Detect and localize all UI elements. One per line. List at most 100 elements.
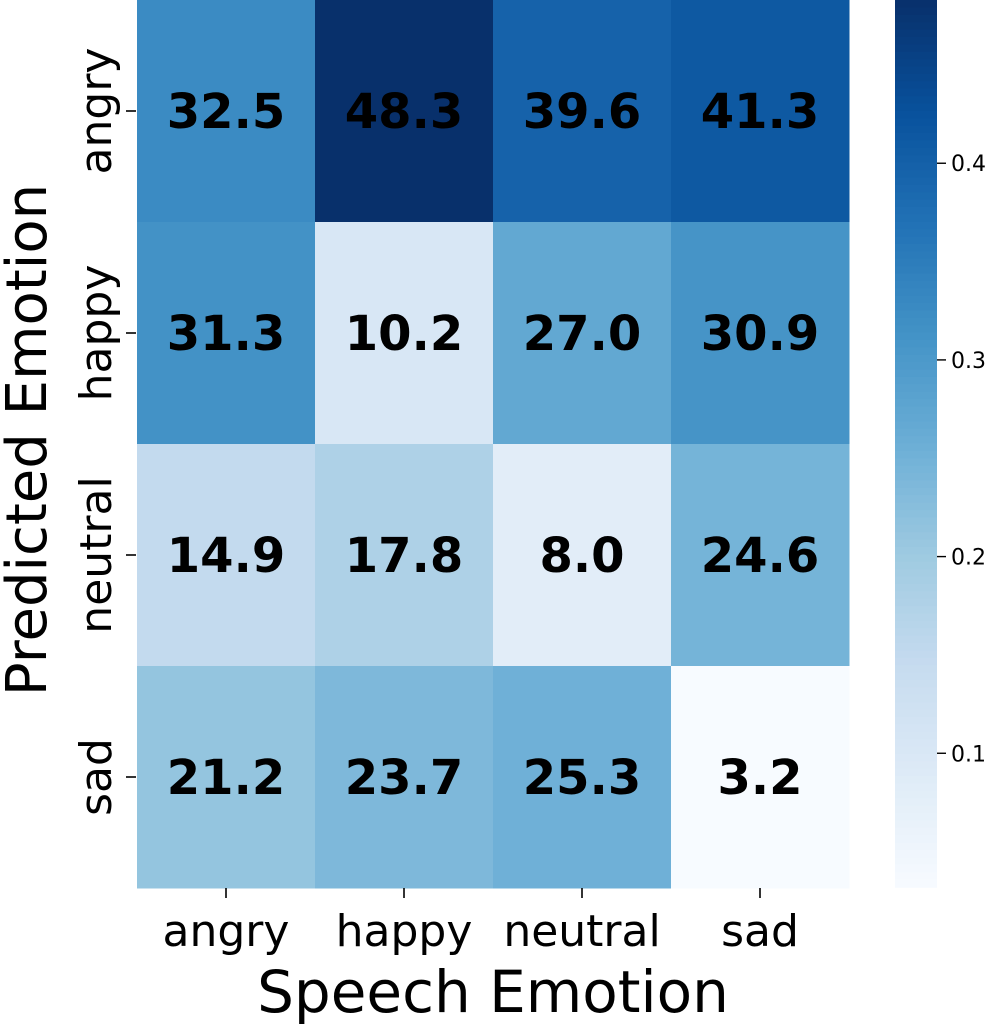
cell-value-label: 41.3	[701, 84, 819, 140]
colorbar-gradient-slice	[895, 162, 937, 171]
colorbar-gradient-slice	[895, 835, 937, 844]
colorbar-gradient-slice	[895, 73, 937, 83]
colorbar-gradient-slice	[895, 221, 937, 230]
colorbar-gradient-slice	[895, 243, 937, 253]
colorbar-gradient-slice	[895, 36, 937, 46]
colorbar-gradient-slice	[895, 206, 937, 216]
cell-value-label: 8.0	[539, 528, 624, 584]
colorbar-gradient-slice	[895, 724, 937, 733]
colorbar-gradient-slice	[895, 842, 937, 851]
colorbar-gradient-slice	[895, 864, 937, 874]
colorbar-gradient-slice	[895, 376, 937, 386]
x-axis-title: Speech Emotion	[257, 958, 729, 1026]
y-tick-label: happy	[71, 265, 122, 402]
colorbar-gradient-slice	[895, 332, 937, 341]
colorbar-gradient-slice	[895, 510, 937, 519]
colorbar-gradient-slice	[895, 22, 937, 31]
colorbar-gradient-slice	[895, 295, 937, 304]
colorbar-gradient-slice	[895, 51, 937, 60]
heatmap-cell-angry-sad	[671, 0, 850, 223]
colorbar-gradient-slice	[895, 66, 937, 75]
heatmap-cell-angry-neutral	[493, 0, 672, 223]
colorbar-gradient-slice	[895, 665, 937, 674]
y-axis-title: Predicted Emotion	[0, 184, 60, 696]
cell-value-label: 3.2	[717, 750, 802, 806]
colorbar-gradient-slice	[895, 702, 937, 711]
colorbar-gradient-slice	[895, 96, 937, 105]
colorbar-gradient-slice	[895, 229, 937, 238]
cell-value-label: 24.6	[701, 528, 819, 584]
colorbar-gradient-slice	[895, 783, 937, 792]
colorbar-gradient-slice	[895, 29, 937, 38]
colorbar-gradient-slice	[895, 362, 937, 371]
colorbar-gradient-slice	[895, 399, 937, 408]
colorbar-gradient-slice	[895, 14, 937, 23]
cell-value-label: 25.3	[523, 750, 641, 806]
cell-value-label: 39.6	[523, 84, 641, 140]
heatmap-cell-happy-happy	[315, 222, 494, 445]
colorbar-gradient-slice	[895, 436, 937, 445]
cell-value-label: 17.8	[345, 528, 463, 584]
colorbar-gradient-slice	[895, 280, 937, 290]
y-axis: angry happy neutral sad	[71, 48, 136, 816]
heatmap-cell-sad-angry	[137, 666, 316, 889]
colorbar-gradient-slice	[895, 872, 937, 881]
colorbar-gradient-slice	[895, 317, 937, 327]
colorbar-gradient-slice	[895, 731, 937, 740]
heatmap-cell-happy-angry	[137, 222, 316, 445]
colorbar-gradient-slice	[895, 746, 937, 755]
colorbar-tick-label: 0.1	[951, 742, 986, 767]
colorbar-gradient-slice	[895, 709, 937, 718]
x-axis: angry happy neutral sad	[163, 888, 799, 957]
colorbar-tick-label: 0.2	[951, 546, 986, 571]
colorbar-gradient-slice	[895, 532, 937, 541]
colorbar-gradient-slice	[895, 790, 937, 800]
colorbar-gradient-slice	[895, 347, 937, 356]
colorbar-gradient-slice	[895, 266, 937, 275]
colorbar-gradient-slice	[895, 694, 937, 704]
colorbar-gradient-slice	[895, 687, 937, 696]
colorbar-gradient-slice	[895, 273, 937, 282]
colorbar-gradient-slice	[895, 450, 937, 460]
colorbar-gradient-slice	[895, 583, 937, 593]
colorbar-gradient-slice	[895, 879, 937, 888]
heatmap-cell-sad-neutral	[493, 666, 672, 889]
colorbar-gradient-slice	[895, 413, 937, 423]
colorbar-gradient-slice	[895, 643, 937, 652]
colorbar-gradient-slice	[895, 650, 937, 659]
colorbar-gradient-slice	[895, 517, 937, 526]
heatmap-cell-angry-happy	[315, 0, 494, 223]
colorbar-gradient-slice	[895, 184, 937, 193]
colorbar-gradient-slice	[895, 672, 937, 681]
y-tick-label: neutral	[71, 476, 122, 633]
colorbar-gradient-slice	[895, 288, 937, 297]
colorbar-gradient-slice	[895, 177, 937, 186]
cell-annotations: 32.5 48.3 39.6 41.3 31.3 10.2 27.0 30.9 14.9 17.8…	[167, 84, 819, 806]
colorbar-gradient-slice	[895, 857, 937, 866]
colorbar-gradient-slice	[895, 657, 937, 667]
colorbar: 0.1 0.2 0.3 0.4	[895, 0, 986, 888]
x-tick-label: happy	[336, 906, 473, 957]
colorbar-gradient-slice	[895, 805, 937, 814]
colorbar-gradient-slice	[895, 155, 937, 164]
colorbar-gradient-slice	[895, 59, 937, 68]
colorbar-gradient-slice	[895, 761, 937, 770]
colorbar-gradient-slice	[895, 606, 937, 615]
colorbar-gradient-slice	[895, 192, 937, 201]
heatmap-cell-happy-sad	[671, 222, 850, 445]
heatmap-cell-neutral-happy	[315, 444, 494, 667]
colorbar-gradient-slice	[895, 44, 937, 53]
colorbar-gradient-slice	[895, 798, 937, 807]
colorbar-gradient-slice	[895, 576, 937, 585]
colorbar-gradient-slice	[895, 487, 937, 497]
colorbar-gradient-slice	[895, 125, 937, 134]
colorbar-gradient-slice	[895, 354, 937, 363]
x-tick-label: angry	[163, 906, 290, 957]
colorbar-gradient-slice	[895, 850, 937, 859]
colorbar-gradient-slice	[895, 310, 937, 319]
colorbar-gradient-slice	[895, 480, 937, 489]
cell-value-label: 32.5	[167, 84, 285, 140]
colorbar-gradient-slice	[895, 236, 937, 245]
cell-value-label: 21.2	[167, 750, 285, 806]
